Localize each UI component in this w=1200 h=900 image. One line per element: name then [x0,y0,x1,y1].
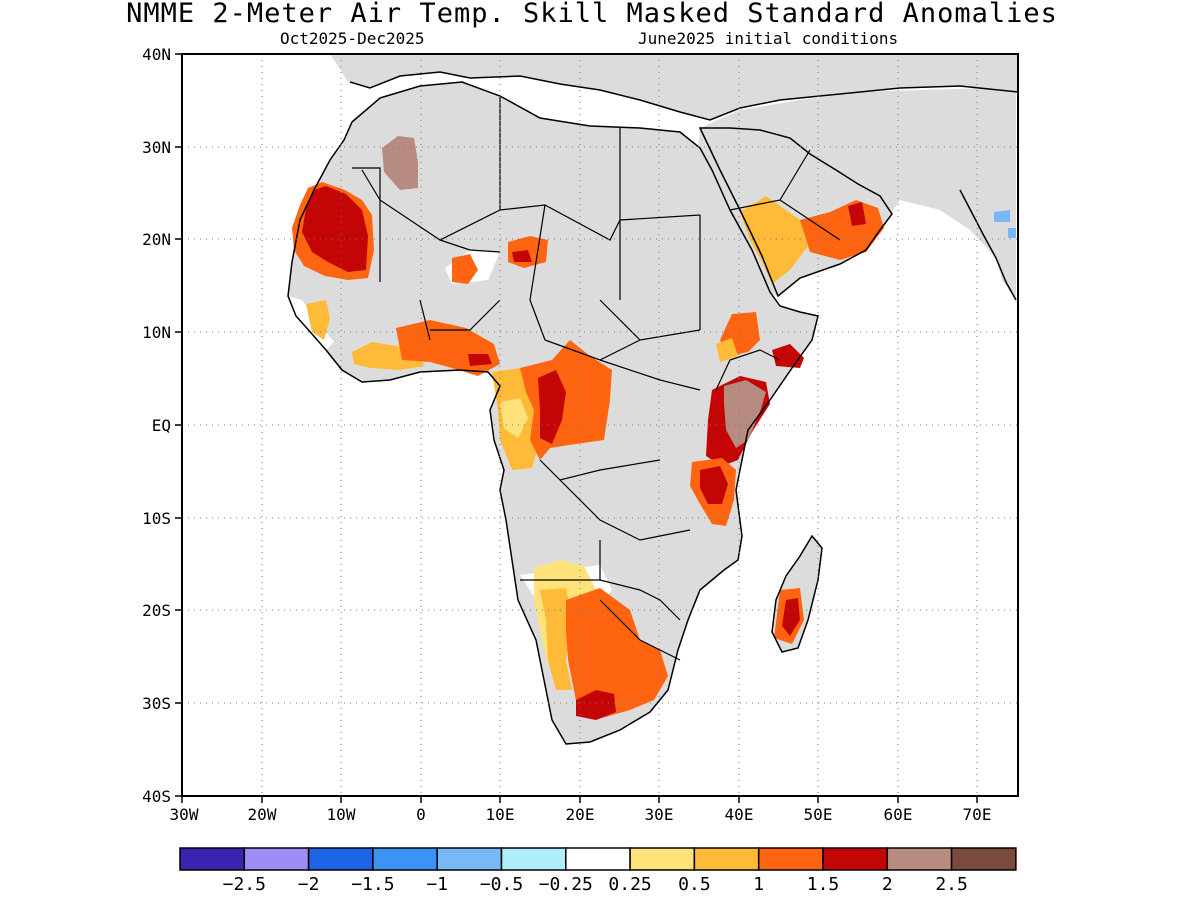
colorbar-swatch [693,847,760,871]
europe-landmass [330,54,1018,120]
arabia-coastline [698,127,893,298]
anomaly-ethiopia-light [716,338,738,362]
colorbar-swatch [372,847,438,871]
lon-tick-label: 20W [248,805,277,824]
border-lines [352,96,841,661]
lat-tick-label: 20S [142,601,171,620]
colorbar-swatch [436,847,503,871]
borders [287,71,1019,745]
anomaly-nigeria-core [468,354,492,366]
anomaly-morocco [382,136,418,190]
lon-tick-label: 20E [566,805,595,824]
colorbar-label: 0.25 [608,874,651,895]
lon-tick-label: 40E [725,805,754,824]
anomaly-botswana [566,588,668,718]
lat-tick-label: 10S [142,509,171,528]
colorbar-label: −0.25 [539,874,593,895]
anomaly-arabia-light [740,196,808,284]
anomaly-namibia [540,588,572,690]
lon-tick-label: 10W [327,805,356,824]
forecast-period: Oct2025-Dec2025 [280,29,425,48]
lat-tick-label: 30S [142,694,171,713]
lat-tick-label: 20N [142,230,171,249]
colorbar-labels: −2.5 −2 −1.5 −1 −0.5 −0.25 0.25 0.5 1 1.5 2 2.5 [223,874,968,895]
colorbar-label: 2.5 [935,874,968,895]
lat-tick-label: EQ [152,416,171,435]
lat-tick-label: 10N [142,323,171,342]
anomaly-tanzania-core [700,466,728,504]
anomaly-chad-core [512,250,532,262]
lon-tick-label: 30E [645,805,674,824]
colorbar-swatch [500,847,567,871]
map-title: NMME 2-Meter Air Temp. Skill Masked Stan… [126,0,1058,29]
colorbar-swatch [179,847,246,871]
latitude-labels: 40N 30N 20N 10N EQ 10S 20S 30S 40S [142,45,171,806]
lon-tick-label: 60E [884,805,913,824]
anomaly-india-blue [994,210,1016,238]
colorbar-swatch [822,847,889,871]
colorbar-label: 1.5 [807,874,840,895]
colorbar-swatch [757,847,824,871]
india-coastline [959,189,1017,301]
colorbar-swatch [629,847,696,871]
africa-coastline [287,81,819,745]
grid-lines [182,54,1018,796]
colorbar-swatch [307,847,374,871]
colorbar-label: −1.5 [351,874,394,895]
lon-tick-label: 50E [804,805,833,824]
anomaly-sierra-leone [306,300,330,340]
lon-tick-label: 10E [486,805,515,824]
anomaly-shading [292,136,1016,720]
lon-tick-label: 70E [963,805,992,824]
anomaly-madagascar-core [782,598,800,636]
axis-ticks [175,53,978,803]
lon-tick-label: 30W [170,805,199,824]
lat-tick-label: 30N [142,138,171,157]
lat-tick-label: 40S [142,787,171,806]
anomaly-kenya-core [724,380,766,448]
colorbar-label: 1 [753,874,764,895]
initial-conditions: June2025 initial conditions [638,29,899,48]
lat-tick-label: 40N [142,45,171,64]
europe-coastline [349,71,1019,121]
anomaly-gabon-light [500,398,528,438]
colorbar-label: 0.5 [678,874,711,895]
colorbar-label: 2 [882,874,893,895]
colorbar-swatch [243,847,310,871]
anomaly-mauritania-core [302,186,368,272]
anomaly-congo-core [538,370,566,444]
anomaly-south-africa-core [576,690,616,720]
anomaly-niger [452,254,478,284]
india-landmass [960,175,1016,300]
colorbar-swatch [950,847,1017,871]
colorbar-label: −2.5 [223,874,266,895]
colorbar-label: −1 [426,874,448,895]
madagascar-coastline [771,534,823,653]
north-coast-halo [500,96,690,132]
colorbar-swatch [886,847,953,871]
longitude-labels: 30W 20W 10W 0 10E 20E 30E 40E 50E 60E 70… [170,805,992,824]
colorbar-label: −0.5 [480,874,523,895]
anomaly-oman-core [848,202,866,226]
lon-tick-label: 0 [416,805,426,824]
colorbar [179,847,1017,871]
colorbar-label: −2 [298,874,320,895]
colorbar-swatch [565,847,631,871]
